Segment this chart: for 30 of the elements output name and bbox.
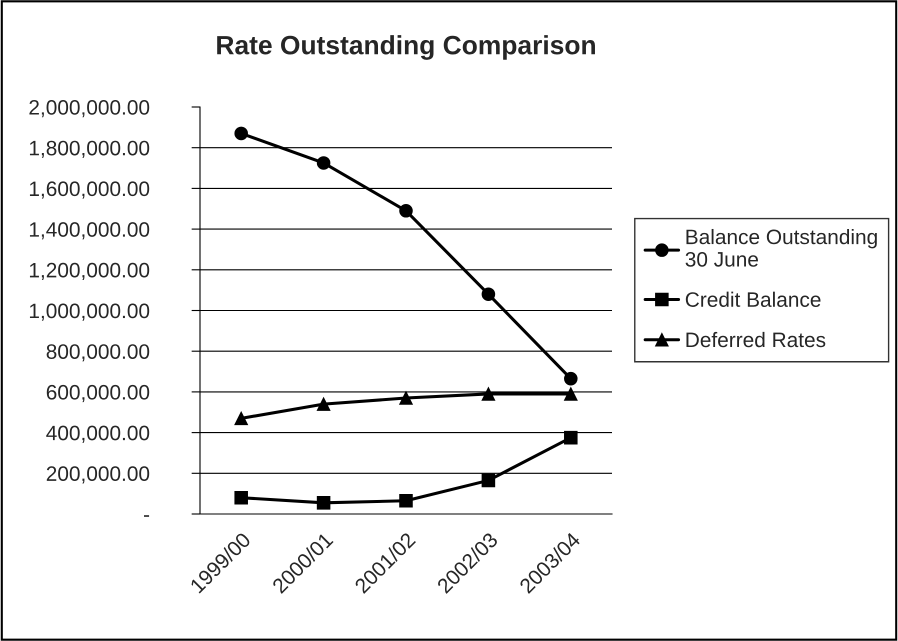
point bbox=[564, 430, 578, 444]
point bbox=[564, 387, 578, 401]
y-tick-label: 1,200,000.00 bbox=[30, 262, 150, 280]
legend-label: Balance Outstanding 30 June bbox=[686, 228, 877, 267]
y-tick-label: 600,000.00 bbox=[46, 384, 150, 402]
point bbox=[234, 490, 248, 504]
point bbox=[316, 156, 330, 170]
point bbox=[564, 372, 578, 386]
y-tick-label: 1,600,000.00 bbox=[30, 181, 150, 199]
y-tick-label: 400,000.00 bbox=[46, 426, 150, 443]
y-tick-label: 800,000.00 bbox=[46, 344, 150, 362]
y-tick-label: 2,000,000.00 bbox=[29, 100, 150, 118]
y-tick-label: 200,000.00 bbox=[46, 466, 150, 484]
y-tick-label: 1,800,000.00 bbox=[30, 140, 150, 158]
point bbox=[234, 126, 248, 140]
point bbox=[316, 496, 330, 510]
legend-label: Credit Balance bbox=[686, 292, 820, 307]
point bbox=[234, 412, 248, 426]
chart-title: Rate Outstanding Comparison bbox=[217, 35, 595, 60]
point bbox=[316, 397, 330, 411]
legend-label: Deferred Rates bbox=[686, 332, 826, 348]
point bbox=[399, 494, 413, 508]
y-tick-label: 1,000,000.00 bbox=[30, 304, 150, 321]
point bbox=[482, 387, 496, 401]
point bbox=[399, 391, 413, 405]
point bbox=[399, 204, 413, 218]
y-tick-label: 1,400,000.00 bbox=[30, 222, 150, 240]
point bbox=[482, 287, 496, 301]
point bbox=[482, 474, 496, 488]
y-tick-label: - bbox=[144, 515, 150, 517]
